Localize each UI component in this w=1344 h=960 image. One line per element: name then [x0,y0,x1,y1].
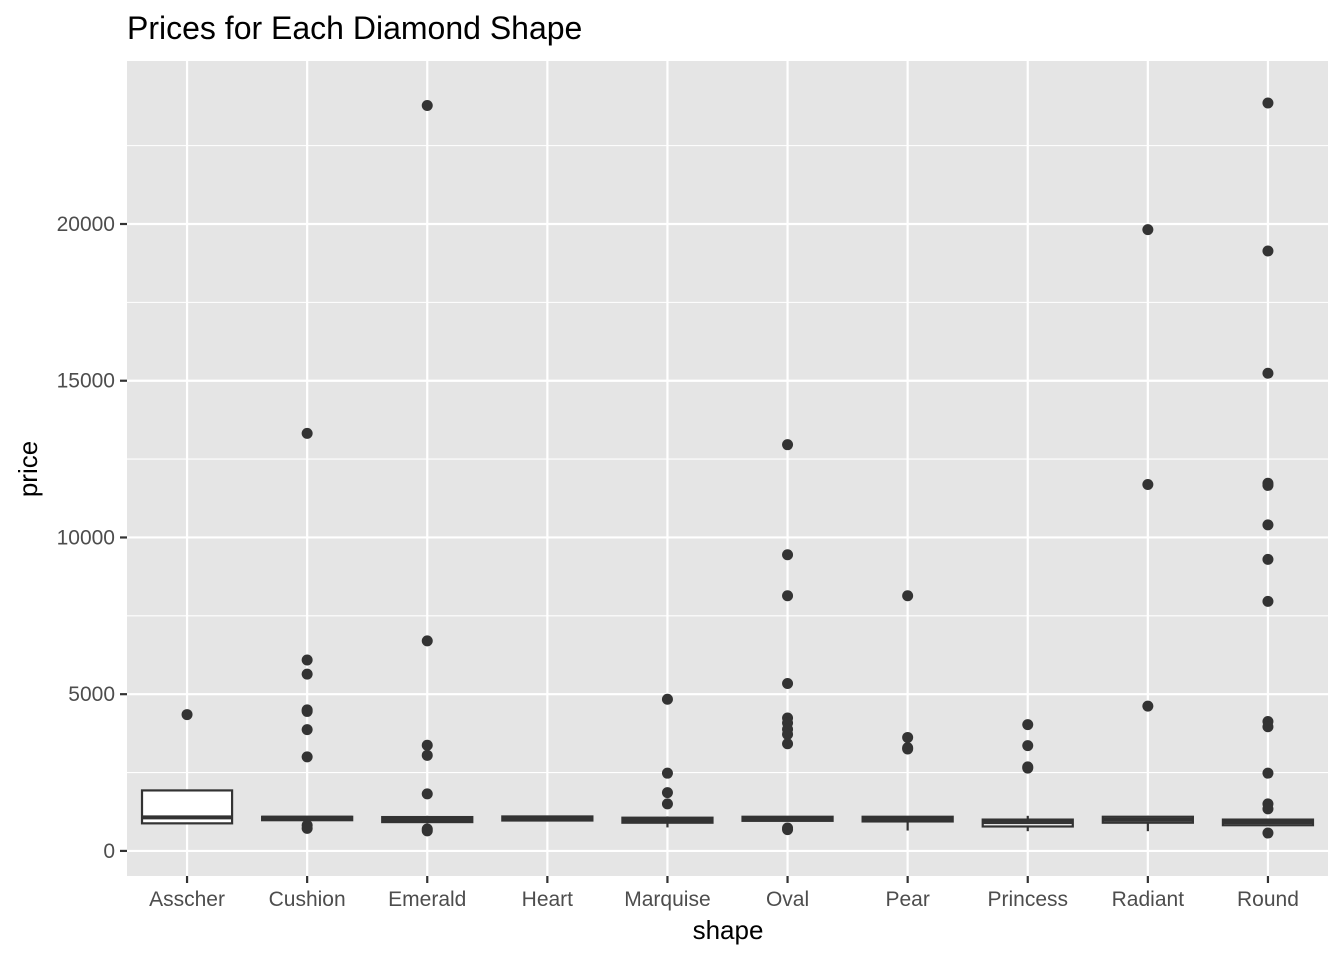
outlier-layer [181,97,1274,839]
outlier-point-cushion-1 [301,654,313,666]
outlier-point-princess-3 [1022,762,1034,774]
x-tick-label-princess: Princess [987,888,1068,911]
box-oval [741,815,834,822]
outlier-point-round-2 [1262,367,1274,379]
outlier-point-asscher-0 [181,709,193,721]
outlier-point-cushion-6 [301,751,313,763]
outlier-point-emerald-0 [421,100,433,112]
chart-title: Prices for Each Diamond Shape [127,10,582,46]
box-heart [501,815,594,822]
outlier-point-pear-1 [902,731,914,743]
outlier-point-princess-1 [1022,740,1034,752]
box-pear [861,815,954,831]
x-tick-label-radiant: Radiant [1112,888,1185,911]
outlier-point-cushion-2 [301,668,313,680]
box-marquise [621,816,714,828]
outlier-point-oval-3 [782,678,794,690]
outlier-point-round-0 [1262,97,1274,109]
outlier-point-cushion-4 [301,705,313,717]
x-tick-label-marquise: Marquise [624,888,710,911]
x-axis: Asscher Cushion Emerald Heart Marquise Oval Pe… [149,876,1299,911]
box-cushion [261,815,354,822]
outlier-point-oval-10 [782,824,794,836]
outlier-point-cushion-8 [301,822,313,834]
x-axis-title: shape [693,915,764,945]
outlier-point-pear-3 [902,743,914,755]
x-tick-label-heart: Heart [522,888,574,911]
box-radiant [1101,815,1194,832]
box-emerald [381,815,474,824]
outlier-point-oval-1 [782,549,794,561]
outlier-point-radiant-1 [1142,478,1154,490]
outlier-point-cushion-5 [301,724,313,736]
outlier-point-marquise-0 [661,693,673,705]
outlier-point-round-9 [1262,721,1274,733]
outlier-point-oval-0 [782,439,794,451]
x-tick-label-asscher: Asscher [149,888,225,911]
y-tick-label-5000: 5000 [68,683,115,706]
outlier-point-round-4 [1262,479,1274,491]
y-tick-label-20000: 20000 [57,213,115,236]
box-princess [981,815,1074,832]
y-tick-label-10000: 10000 [57,526,115,549]
outlier-point-oval-8 [782,738,794,750]
outlier-point-emerald-4 [421,788,433,800]
outlier-point-round-13 [1262,827,1274,839]
y-tick-label-0: 0 [103,840,115,863]
x-tick-label-round: Round [1237,888,1299,911]
outlier-point-princess-0 [1022,719,1034,731]
x-tick-label-emerald: Emerald [388,888,466,911]
outlier-point-round-7 [1262,595,1274,607]
outlier-point-round-12 [1262,803,1274,815]
box-asscher [140,789,234,825]
outlier-point-round-6 [1262,553,1274,565]
box-round [1221,818,1315,827]
outlier-point-oval-2 [782,590,794,602]
outlier-point-marquise-2 [661,787,673,799]
plot-panel [127,61,1328,876]
outlier-point-oval-7 [782,728,794,740]
outlier-point-emerald-1 [421,635,433,647]
outlier-point-marquise-3 [661,798,673,810]
x-tick-label-pear: Pear [885,888,929,911]
y-axis-title: price [13,441,43,497]
outlier-point-radiant-0 [1142,224,1154,236]
outlier-point-emerald-3 [421,749,433,761]
y-tick-label-15000: 15000 [57,370,115,393]
x-tick-label-cushion: Cushion [269,888,346,911]
outlier-point-cushion-0 [301,427,313,439]
outlier-point-round-10 [1262,767,1274,779]
outlier-point-radiant-2 [1142,700,1154,712]
outlier-point-marquise-1 [661,767,673,779]
x-tick-label-oval: Oval [766,888,809,911]
outlier-point-pear-0 [902,590,914,602]
minor-gridlines [127,145,1328,774]
outlier-point-emerald-2 [421,739,433,751]
outlier-point-round-1 [1262,245,1274,257]
box-layer [140,789,1315,832]
outlier-point-round-5 [1262,519,1274,531]
y-axis: 0 5000 10000 15000 20000 [57,213,127,863]
outlier-point-emerald-6 [421,825,433,837]
